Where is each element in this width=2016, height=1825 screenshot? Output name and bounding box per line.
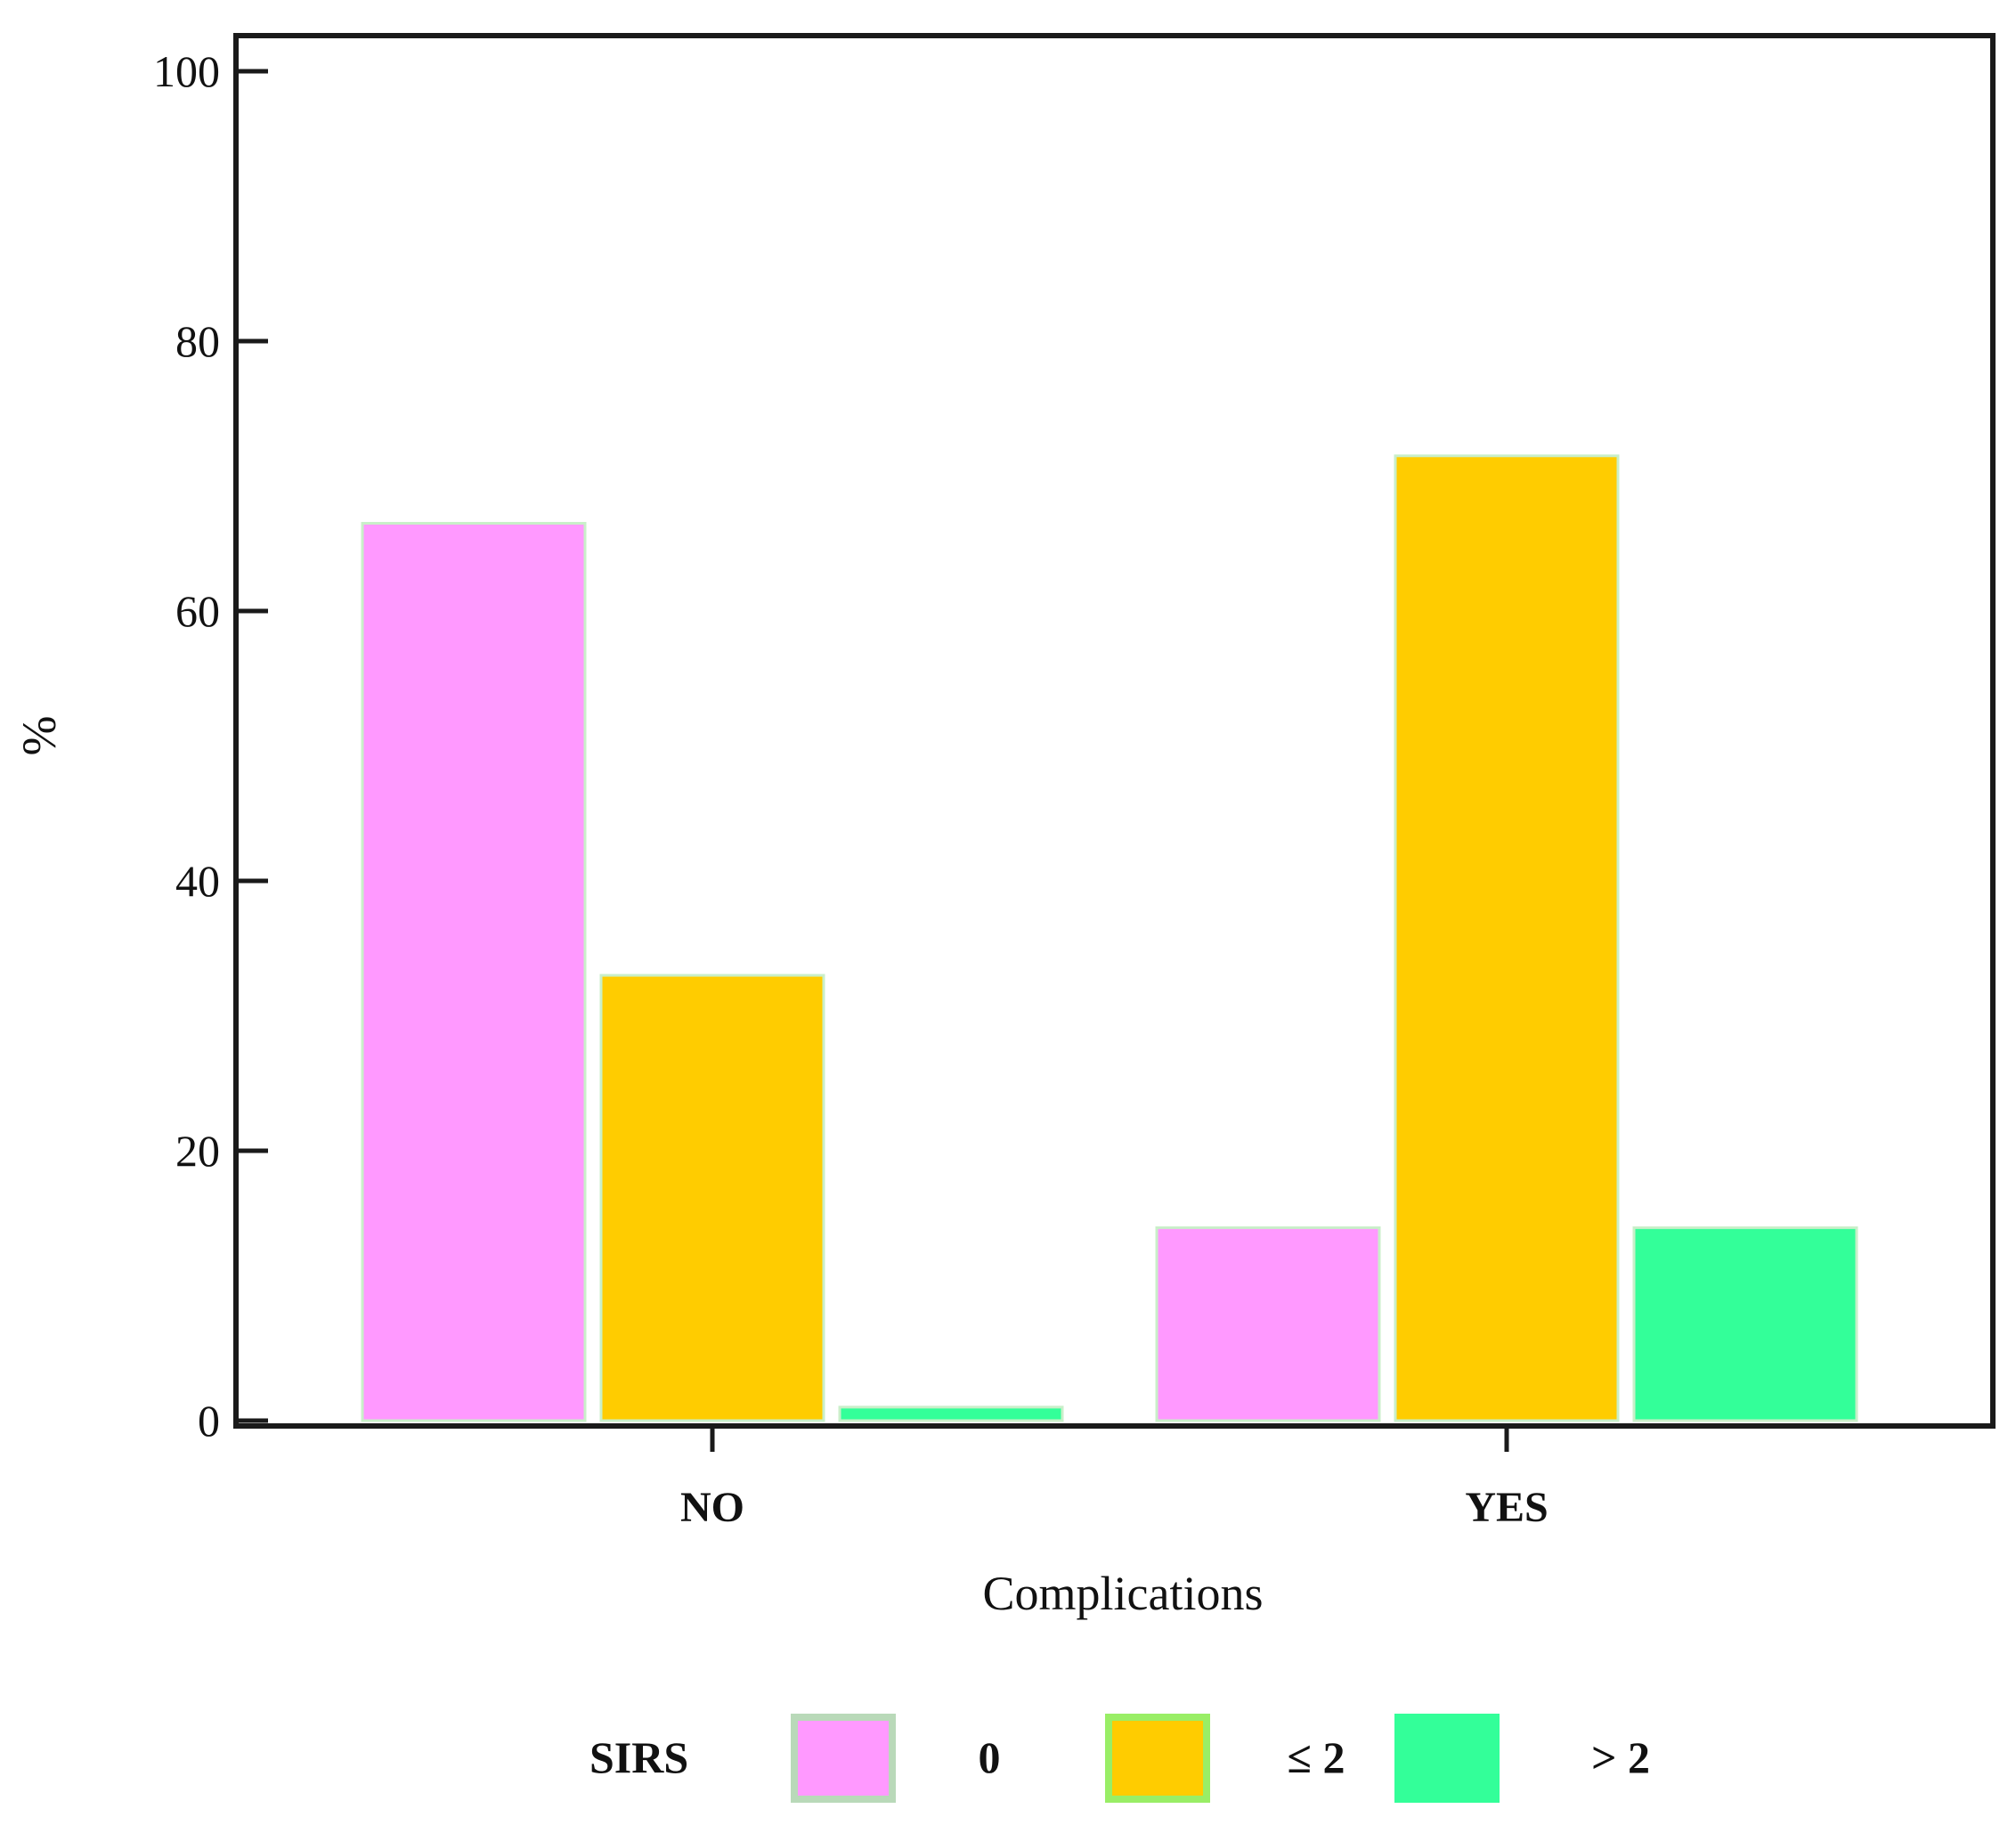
y-axis-title: % bbox=[12, 716, 66, 756]
y-axis: 0 20 40 60 80 100 bbox=[153, 46, 268, 1446]
legend-swatch-1 bbox=[791, 1714, 896, 1803]
y-tick-label: 80 bbox=[175, 316, 220, 366]
legend-label-2: ≤ 2 bbox=[1288, 1732, 1345, 1782]
x-tick-label: NO bbox=[680, 1484, 744, 1531]
bar-no-series-1 bbox=[361, 522, 587, 1422]
legend-label-1: 0 bbox=[979, 1732, 1001, 1782]
legend-label-3: > 2 bbox=[1591, 1732, 1650, 1782]
bar-yes-series-2 bbox=[1394, 454, 1620, 1422]
x-axis: NO YES bbox=[680, 1423, 1549, 1531]
legend: SIRS 0 ≤ 2 > 2 bbox=[589, 1714, 1650, 1803]
plot-frame bbox=[233, 33, 1996, 1429]
y-tick-label: 20 bbox=[175, 1126, 220, 1176]
legend-title: SIRS bbox=[589, 1732, 688, 1782]
bar-yes-series-1 bbox=[1155, 1226, 1381, 1422]
x-tick-label: YES bbox=[1465, 1484, 1548, 1531]
y-tick-label: 100 bbox=[153, 46, 220, 96]
x-axis-title: Complications bbox=[983, 1567, 1264, 1620]
bar-yes-series-3 bbox=[1632, 1226, 1858, 1422]
bar-no-series-3 bbox=[838, 1405, 1064, 1422]
y-tick-label: 40 bbox=[175, 856, 220, 906]
bars-layer bbox=[361, 454, 1858, 1422]
y-tick-label: 60 bbox=[175, 586, 220, 636]
bar-no-series-2 bbox=[599, 974, 825, 1422]
y-tick-label: 0 bbox=[198, 1396, 220, 1446]
legend-swatch-3 bbox=[1394, 1714, 1500, 1803]
legend-swatch-2 bbox=[1105, 1714, 1210, 1803]
